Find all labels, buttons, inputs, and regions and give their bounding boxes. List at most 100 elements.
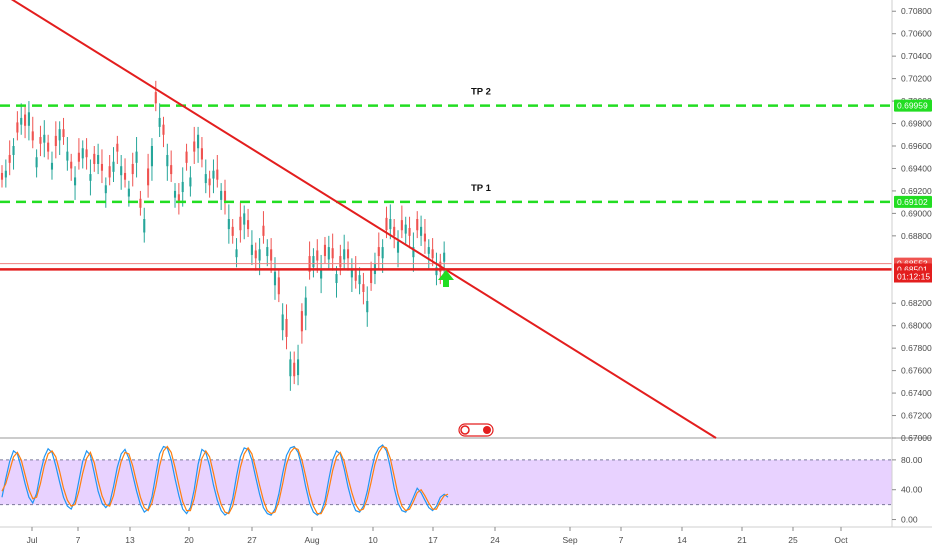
candle-body xyxy=(20,117,23,125)
candle xyxy=(31,116,34,149)
candle xyxy=(97,143,100,175)
time-tick-label: 14 xyxy=(677,535,687,545)
candle xyxy=(24,106,27,139)
candle-body xyxy=(300,311,303,332)
price-tick-label: 0.69800 xyxy=(901,119,932,129)
candle xyxy=(396,230,400,268)
candle xyxy=(20,103,23,135)
candle-body xyxy=(435,267,438,276)
candle xyxy=(12,138,15,170)
candle xyxy=(408,216,411,249)
candle-body xyxy=(354,270,357,281)
candle-body xyxy=(254,250,257,259)
candle-body xyxy=(139,198,142,208)
time-tick-label: 27 xyxy=(247,535,257,545)
candle xyxy=(50,151,54,180)
candle xyxy=(35,149,38,178)
candle xyxy=(416,211,419,239)
candle xyxy=(181,167,184,207)
candle-body xyxy=(170,165,173,175)
candle xyxy=(81,140,84,169)
oscillator-pane xyxy=(0,444,892,516)
candle xyxy=(354,256,357,289)
candle-body xyxy=(343,249,346,260)
candle xyxy=(150,138,154,181)
candle-body xyxy=(431,249,434,259)
candle-body xyxy=(227,219,230,230)
candle-body xyxy=(396,241,400,253)
candle-body xyxy=(362,284,365,292)
candle xyxy=(166,143,169,181)
candle xyxy=(173,183,177,208)
candle-body xyxy=(293,362,296,377)
candle xyxy=(0,165,4,188)
candle xyxy=(296,344,300,386)
candle xyxy=(185,143,188,171)
up-arrow-icon xyxy=(438,270,454,287)
candle-body xyxy=(385,217,388,231)
candle xyxy=(400,205,403,239)
candle xyxy=(377,232,380,269)
candle-body xyxy=(8,154,11,163)
time-tick-label: Jul xyxy=(27,535,38,545)
candle xyxy=(27,101,30,141)
price-badge xyxy=(894,195,932,208)
candle-body xyxy=(97,154,100,164)
candle xyxy=(300,303,303,344)
candle-body xyxy=(327,247,330,260)
candle-body xyxy=(66,151,69,161)
price-tick-label: 0.68200 xyxy=(901,298,932,308)
candle xyxy=(66,137,69,171)
candle-body xyxy=(43,134,46,143)
candle-body xyxy=(339,256,342,268)
candle xyxy=(262,211,265,244)
trendline xyxy=(10,0,717,439)
candle-body xyxy=(323,244,327,257)
candle-body xyxy=(304,297,307,316)
candle xyxy=(235,238,238,268)
candle-body xyxy=(89,174,92,181)
candle-body xyxy=(143,219,146,233)
candle-body xyxy=(93,153,96,164)
candle-body xyxy=(247,220,250,230)
candle-body xyxy=(258,249,261,261)
logo-ring xyxy=(460,425,470,435)
candle-body xyxy=(358,275,361,285)
candle xyxy=(89,159,92,196)
time-tick-label: 21 xyxy=(737,535,747,545)
candle-body xyxy=(70,161,73,169)
candle-body xyxy=(423,233,426,242)
oscillator-line xyxy=(1,444,449,516)
candle xyxy=(273,257,277,300)
candle-body xyxy=(189,177,192,187)
candle xyxy=(4,159,7,188)
candle xyxy=(393,219,396,249)
candle-body xyxy=(108,166,111,178)
candle-body xyxy=(331,248,334,259)
candle xyxy=(158,103,161,138)
candle xyxy=(108,154,111,186)
candle-body xyxy=(85,149,88,158)
candle-body xyxy=(181,181,184,193)
candle xyxy=(193,126,196,164)
candle-body xyxy=(185,151,188,163)
candle-body xyxy=(173,190,177,198)
candle xyxy=(77,138,80,170)
candle-body xyxy=(16,122,19,133)
up-arrow-shape xyxy=(438,270,454,287)
candle-body xyxy=(158,117,161,127)
candle xyxy=(216,154,219,188)
annotations: TP 2 TP 1 xyxy=(10,0,717,439)
candle xyxy=(208,170,211,198)
candle-body xyxy=(50,162,54,170)
candle-body xyxy=(77,152,80,162)
price-axis: 0.708000.706000.704000.702000.700000.698… xyxy=(891,0,932,527)
time-tick-label: 7 xyxy=(619,535,624,545)
candle-body xyxy=(150,146,154,167)
candle xyxy=(381,239,384,273)
candle xyxy=(220,183,223,211)
tradingview-logo xyxy=(458,423,494,437)
candle xyxy=(247,208,250,237)
candle xyxy=(54,121,57,159)
